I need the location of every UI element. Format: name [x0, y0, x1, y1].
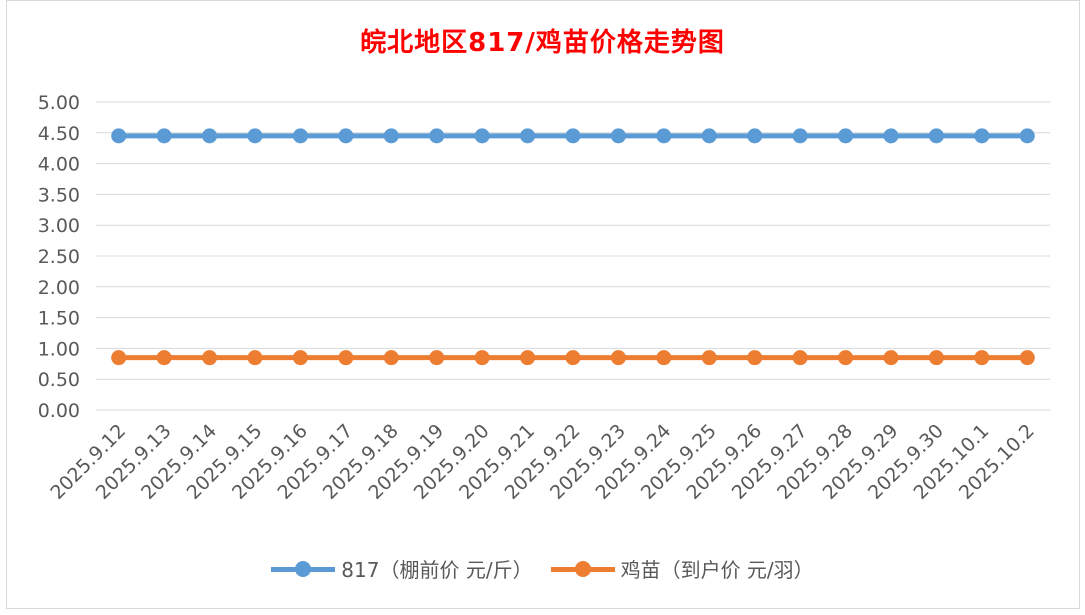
data-point-s1-17: [883, 350, 899, 366]
data-point-s1-20: [1019, 350, 1035, 366]
legend: 817（棚前价 元/斤） 鸡苗（到户价 元/羽）: [0, 554, 1085, 583]
y-tick-label-1: 0.50: [38, 369, 80, 391]
y-tick-label-8: 4.00: [38, 154, 80, 176]
data-point-s1-14: [747, 350, 763, 366]
y-tick-label-7: 3.50: [38, 184, 80, 206]
data-point-s0-19: [974, 128, 990, 144]
data-point-s0-7: [429, 128, 445, 144]
y-tick-label-3: 1.50: [38, 308, 80, 330]
data-point-s1-2: [202, 350, 218, 366]
data-point-s0-9: [520, 128, 536, 144]
data-point-s0-5: [338, 128, 354, 144]
data-point-s1-4: [292, 350, 308, 366]
data-point-s1-16: [838, 350, 854, 366]
data-point-s0-0: [111, 128, 127, 144]
y-tick-label-10: 5.00: [38, 92, 80, 114]
data-point-s1-8: [474, 350, 490, 366]
data-point-s1-19: [974, 350, 990, 366]
data-point-s1-3: [247, 350, 263, 366]
data-point-s0-10: [565, 128, 581, 144]
legend-item-chick: 鸡苗（到户价 元/羽）: [550, 554, 814, 583]
data-point-s0-6: [383, 128, 399, 144]
legend-item-817: 817（棚前价 元/斤）: [271, 554, 533, 583]
data-point-s0-13: [701, 128, 717, 144]
data-point-s1-15: [792, 350, 808, 366]
data-point-s1-7: [429, 350, 445, 366]
data-point-s0-16: [838, 128, 854, 144]
data-point-s1-5: [338, 350, 354, 366]
data-point-s0-18: [928, 128, 944, 144]
data-point-s0-11: [610, 128, 626, 144]
y-tick-label-0: 0.00: [38, 400, 80, 422]
data-point-s0-2: [202, 128, 218, 144]
y-tick-label-4: 2.00: [38, 277, 80, 299]
data-point-s1-6: [383, 350, 399, 366]
data-point-s1-9: [520, 350, 536, 366]
data-point-s0-3: [247, 128, 263, 144]
y-tick-label-5: 2.50: [38, 246, 80, 268]
data-point-s0-17: [883, 128, 899, 144]
legend-label-817: 817（棚前价 元/斤）: [341, 558, 533, 582]
data-point-s0-14: [747, 128, 763, 144]
y-tick-label-9: 4.50: [38, 123, 80, 145]
data-point-s0-12: [656, 128, 672, 144]
data-point-s0-1: [156, 128, 172, 144]
data-point-s0-15: [792, 128, 808, 144]
data-point-s1-1: [156, 350, 172, 366]
data-point-s0-4: [292, 128, 308, 144]
data-point-s1-12: [656, 350, 672, 366]
data-point-s1-0: [111, 350, 127, 366]
data-point-s0-20: [1019, 128, 1035, 144]
data-point-s1-18: [928, 350, 944, 366]
data-point-s1-11: [610, 350, 626, 366]
y-tick-label-2: 1.00: [38, 338, 80, 360]
y-tick-label-6: 3.00: [38, 215, 80, 237]
legend-swatch-chick: [550, 559, 615, 579]
data-point-s0-8: [474, 128, 490, 144]
data-point-s1-13: [701, 350, 717, 366]
chart-title: 皖北地区817/鸡苗价格走势图: [360, 28, 725, 58]
legend-swatch-817: [271, 559, 336, 579]
legend-label-chick: 鸡苗（到户价 元/羽）: [620, 558, 814, 582]
data-point-s1-10: [565, 350, 581, 366]
